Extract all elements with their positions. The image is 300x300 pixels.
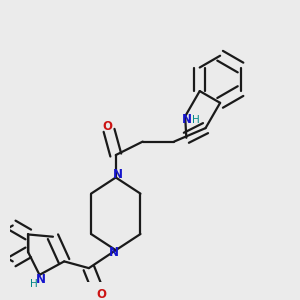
Text: H: H bbox=[191, 116, 199, 125]
Text: O: O bbox=[96, 288, 106, 300]
Text: N: N bbox=[182, 113, 192, 126]
Text: N: N bbox=[109, 246, 119, 259]
Text: O: O bbox=[103, 120, 112, 133]
Text: N: N bbox=[36, 273, 46, 286]
Text: N: N bbox=[113, 169, 123, 182]
Text: H: H bbox=[30, 279, 38, 289]
